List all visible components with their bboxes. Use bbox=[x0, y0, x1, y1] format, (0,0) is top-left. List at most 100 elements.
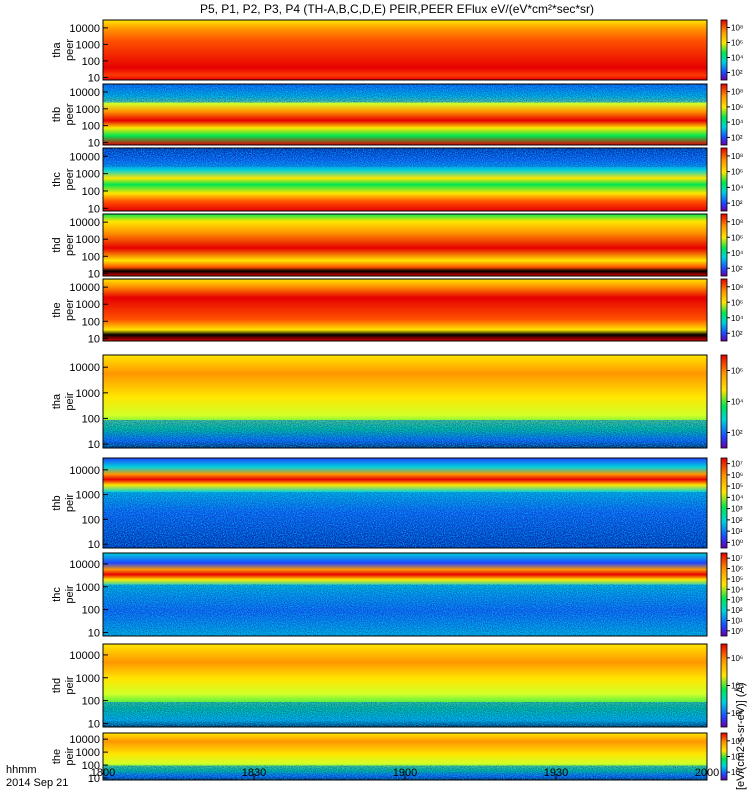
panel-label: thb bbox=[51, 495, 63, 510]
colorbar-tick-label: 10⁶ bbox=[731, 737, 743, 746]
y-tick-label: 100 bbox=[82, 605, 100, 617]
colorbar-tick-label: 10² bbox=[731, 516, 743, 525]
colorbar-tick-label: 10² bbox=[731, 709, 743, 718]
colorbar-tick-label: 10⁴ bbox=[731, 118, 744, 127]
colorbar-tick-label: 10⁷ bbox=[731, 460, 743, 469]
panel-frame bbox=[102, 354, 708, 449]
y-tick-label: 10000 bbox=[69, 23, 100, 35]
colorbar-tick-label: 10⁸ bbox=[731, 24, 743, 33]
colorbar-tick-label: 10² bbox=[731, 606, 743, 615]
colorbar bbox=[720, 213, 728, 277]
y-tick-label: 1000 bbox=[76, 169, 100, 181]
spectrogram bbox=[103, 214, 707, 276]
y-tick-label: 100 bbox=[82, 316, 100, 328]
noise-texture bbox=[103, 702, 707, 727]
colorbar bbox=[720, 147, 728, 212]
panel-frame bbox=[102, 552, 708, 637]
colorbar bbox=[720, 278, 728, 342]
noise-texture bbox=[103, 492, 707, 548]
colorbar-tick-label: 10⁴ bbox=[731, 314, 744, 323]
y-tick-label: 1000 bbox=[76, 104, 100, 116]
panel-tha-peir: 10 100 1000 10000 tha peir 10² 10⁴ 10⁶ bbox=[51, 354, 744, 451]
colorbar-tick-label: 10⁴ bbox=[731, 682, 744, 691]
y-tick-label: 10 bbox=[88, 333, 100, 345]
y-tick-label: 10000 bbox=[69, 650, 100, 662]
y-tick-label: 10000 bbox=[69, 734, 100, 746]
colorbar-tick-label: 10⁶ bbox=[731, 565, 743, 574]
colorbar-tick-label: 10¹ bbox=[731, 616, 743, 625]
panel-thd-peer: 10 100 1000 10000 thd peer 10² 10⁴ 10⁶ 10⁸ bbox=[51, 213, 744, 280]
colorbar-tick-label: 10⁰ bbox=[731, 627, 743, 636]
spectrogram bbox=[103, 279, 707, 341]
y-tick-label: 10 bbox=[88, 137, 100, 149]
panel-label: the bbox=[51, 749, 63, 764]
colorbar bbox=[720, 457, 728, 549]
panel-label: peir bbox=[64, 585, 76, 604]
panel-tha-peer: 10 100 1000 10000 tha peer 10² 10⁴ 10⁶ 10⁸ bbox=[51, 19, 744, 84]
noise-texture bbox=[103, 584, 707, 636]
colorbar-tick-label: 10⁷ bbox=[731, 554, 743, 563]
panel-label: thb bbox=[51, 107, 63, 122]
y-tick-label: 100 bbox=[82, 760, 100, 772]
y-tick-label: 100 bbox=[82, 696, 100, 708]
colorbar-tick-label: 10³ bbox=[731, 505, 743, 514]
panel-label: peer bbox=[64, 234, 76, 256]
colorbar-tick-label: 10² bbox=[731, 768, 743, 777]
x-tick-label: 1830 bbox=[242, 767, 266, 779]
panel-label: thc bbox=[51, 587, 63, 602]
colorbar-tick-label: 10⁶ bbox=[731, 654, 743, 663]
y-tick-label: 10000 bbox=[69, 362, 100, 374]
date-label: 2014 Sep 21 bbox=[6, 777, 68, 789]
colorbar-tick-label: 10⁴ bbox=[731, 183, 744, 192]
colorbar-tick-label: 10⁸ bbox=[731, 88, 743, 97]
panel-frame bbox=[102, 19, 708, 81]
colorbar-tick-label: 10² bbox=[731, 199, 743, 208]
panel-label: tha bbox=[51, 393, 63, 409]
noise-texture bbox=[103, 148, 707, 167]
y-tick-label: 10000 bbox=[69, 151, 100, 163]
panel-label: thd bbox=[51, 678, 63, 693]
y-tick-label: 10 bbox=[88, 539, 100, 551]
y-tick-label: 10000 bbox=[69, 465, 100, 477]
panel-frame bbox=[102, 278, 708, 342]
x-axis: 1800 1830 1900 1930 2000 bbox=[91, 767, 719, 780]
colorbar-tick-label: 10⁴ bbox=[731, 585, 744, 594]
panel-frame bbox=[102, 643, 708, 728]
colorbar-tick-label: 10⁶ bbox=[731, 298, 743, 307]
panel-thb-peir: 10 100 1000 10000 thb peir 10⁰ 10¹ 10² 10³ 10⁴ 10⁵ 1… bbox=[51, 457, 744, 551]
x-tick-label: 1900 bbox=[393, 767, 417, 779]
y-tick-label: 10000 bbox=[69, 282, 100, 294]
chart-title: P5, P1, P2, P3, P4 (TH-A,B,C,D,E) PEIR,P… bbox=[200, 2, 594, 16]
colorbar-tick-label: 10⁴ bbox=[731, 249, 744, 258]
panel-label: peir bbox=[64, 493, 76, 512]
panel-thc-peer: 10 100 1000 10000 thc peer 10² 10⁴ 10⁶ 10⁸ bbox=[51, 147, 744, 215]
panel-label: peer bbox=[64, 168, 76, 190]
y-tick-label: 1000 bbox=[76, 299, 100, 311]
y-tick-label: 100 bbox=[82, 56, 100, 68]
colorbar-tick-label: 10² bbox=[731, 329, 743, 338]
colorbar-tick-label: 10¹ bbox=[731, 527, 743, 536]
colorbar-tick-label: 10⁴ bbox=[731, 753, 744, 762]
y-tick-label: 10 bbox=[88, 773, 100, 785]
colorbar-tick-label: 10⁶ bbox=[731, 39, 743, 48]
x-tick-label: 1800 bbox=[91, 767, 115, 779]
colorbar-tick-label: 10⁶ bbox=[731, 233, 743, 242]
panel-label: peer bbox=[64, 39, 76, 61]
y-tick-label: 10 bbox=[88, 72, 100, 84]
panel-frame bbox=[102, 213, 708, 277]
colorbar-tick-label: 10⁴ bbox=[731, 398, 744, 407]
y-tick-label: 1000 bbox=[76, 234, 100, 246]
panel-label: peer bbox=[64, 103, 76, 125]
x-tick-label: 1930 bbox=[544, 767, 568, 779]
y-tick-label: 10 bbox=[88, 718, 100, 730]
panel-frame bbox=[102, 457, 708, 549]
y-tick-label: 1000 bbox=[76, 39, 100, 51]
panel-label: peir bbox=[64, 676, 76, 695]
y-tick-label: 10000 bbox=[69, 87, 100, 99]
colorbar-tick-label: 10⁸ bbox=[731, 218, 743, 227]
colorbar-tick-label: 10² bbox=[731, 429, 743, 438]
